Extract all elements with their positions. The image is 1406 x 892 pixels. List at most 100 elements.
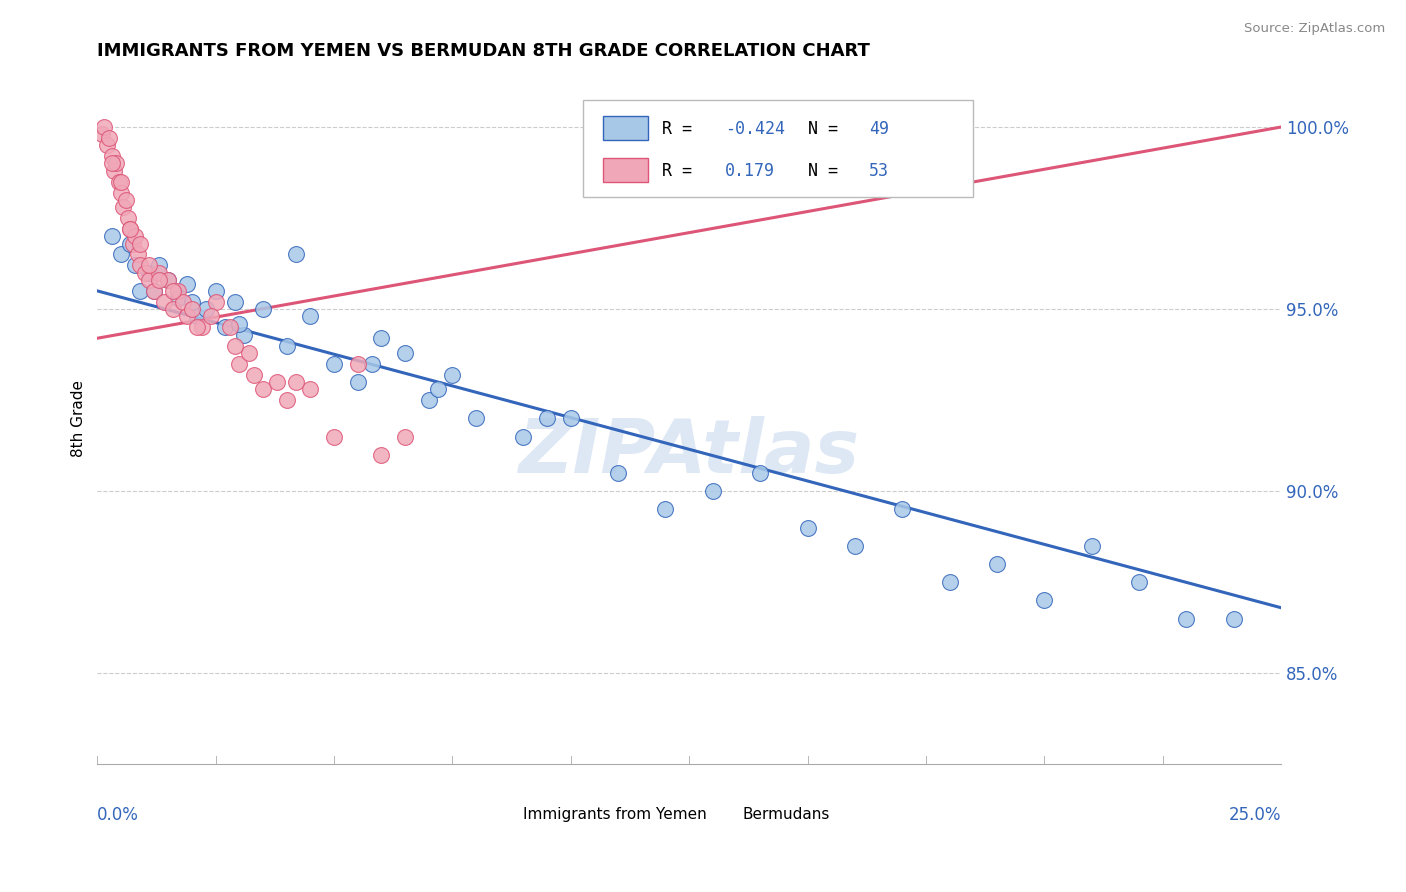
Point <box>138 266 160 280</box>
Text: 53: 53 <box>869 161 889 179</box>
Point <box>266 375 288 389</box>
Point <box>427 382 450 396</box>
Point <box>143 284 166 298</box>
Point <box>654 502 676 516</box>
Point <box>172 294 194 309</box>
Point <box>702 484 724 499</box>
Point <box>749 466 772 480</box>
Point <box>204 294 226 309</box>
Point <box>276 338 298 352</box>
Point <box>186 320 208 334</box>
Point <box>204 284 226 298</box>
Point <box>276 393 298 408</box>
Point <box>190 320 212 334</box>
Point <box>1080 539 1102 553</box>
Point <box>346 375 368 389</box>
Text: 0.179: 0.179 <box>724 161 775 179</box>
Point <box>370 448 392 462</box>
Point <box>157 273 180 287</box>
Point <box>1128 575 1150 590</box>
Point <box>224 294 246 309</box>
Point <box>152 294 174 309</box>
Point <box>166 284 188 298</box>
Point <box>100 156 122 170</box>
Point <box>162 302 184 317</box>
Point <box>186 310 208 324</box>
Point <box>986 557 1008 571</box>
Text: Source: ZipAtlas.com: Source: ZipAtlas.com <box>1244 22 1385 36</box>
Point <box>219 320 242 334</box>
Point <box>143 284 166 298</box>
Text: 49: 49 <box>869 120 889 138</box>
Point <box>121 236 143 251</box>
Point <box>176 310 198 324</box>
Point <box>181 302 204 317</box>
Point <box>148 266 170 280</box>
Point <box>100 229 122 244</box>
Point <box>120 222 142 236</box>
Point <box>107 175 129 189</box>
Point <box>93 120 115 134</box>
Point <box>224 338 246 352</box>
Bar <box>707 807 733 827</box>
Text: -0.424: -0.424 <box>724 120 785 138</box>
Bar <box>603 158 648 182</box>
Point <box>536 411 558 425</box>
Point <box>100 149 122 163</box>
Point <box>124 229 146 244</box>
Text: 25.0%: 25.0% <box>1229 805 1281 824</box>
Point <box>127 247 149 261</box>
Text: IMMIGRANTS FROM YEMEN VS BERMUDAN 8TH GRADE CORRELATION CHART: IMMIGRANTS FROM YEMEN VS BERMUDAN 8TH GR… <box>97 42 870 60</box>
Point <box>242 368 264 382</box>
Point <box>285 375 308 389</box>
FancyBboxPatch shape <box>582 100 973 197</box>
Point <box>166 291 188 305</box>
Point <box>200 310 222 324</box>
Text: R =: R = <box>662 120 702 138</box>
Point <box>844 539 866 553</box>
Point <box>148 259 170 273</box>
Point <box>233 327 256 342</box>
Point <box>346 357 368 371</box>
Point <box>228 357 250 371</box>
Text: R =: R = <box>662 161 711 179</box>
Y-axis label: 8th Grade: 8th Grade <box>72 380 86 457</box>
Point <box>361 357 384 371</box>
Point <box>98 131 121 145</box>
Point <box>796 520 818 534</box>
Point <box>252 302 274 317</box>
Point <box>124 259 146 273</box>
Text: N =: N = <box>807 161 848 179</box>
Point <box>228 317 250 331</box>
Point <box>1033 593 1056 607</box>
Point <box>129 284 152 298</box>
Point <box>134 266 156 280</box>
Point <box>370 331 392 345</box>
Bar <box>603 116 648 140</box>
Text: Bermudans: Bermudans <box>742 807 830 822</box>
Point <box>1175 612 1198 626</box>
Point <box>176 277 198 291</box>
Point <box>214 320 236 334</box>
Text: Immigrants from Yemen: Immigrants from Yemen <box>523 807 707 822</box>
Point <box>418 393 440 408</box>
Point <box>195 302 218 317</box>
Point <box>238 346 260 360</box>
Point <box>299 382 322 396</box>
Point <box>560 411 582 425</box>
Point <box>114 193 136 207</box>
Text: ZIPAtlas: ZIPAtlas <box>519 417 859 490</box>
Point <box>323 357 346 371</box>
Point <box>938 575 960 590</box>
Point <box>129 259 152 273</box>
Point <box>96 138 118 153</box>
Point <box>285 247 308 261</box>
Point <box>441 368 464 382</box>
Point <box>157 273 180 287</box>
Point <box>148 273 170 287</box>
Point <box>181 294 204 309</box>
Point <box>110 247 132 261</box>
Point <box>105 156 128 170</box>
Bar <box>488 807 515 827</box>
Point <box>162 284 184 298</box>
